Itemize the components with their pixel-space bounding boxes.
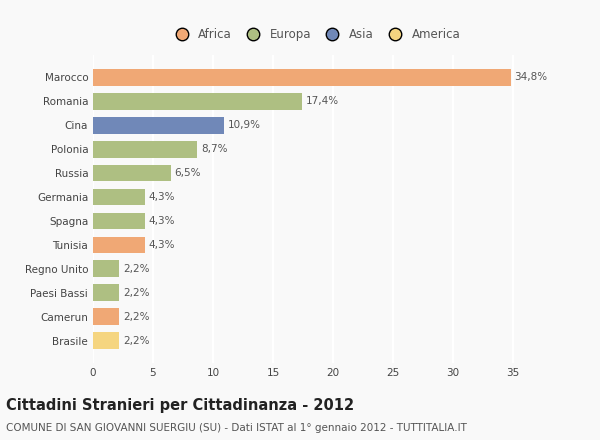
Text: 4,3%: 4,3% <box>148 216 175 226</box>
Bar <box>93 284 119 301</box>
Bar <box>93 69 511 86</box>
Bar <box>93 189 145 205</box>
Bar <box>93 93 302 110</box>
Text: 2,2%: 2,2% <box>123 264 149 274</box>
Text: 10,9%: 10,9% <box>227 120 260 130</box>
Bar <box>93 308 119 325</box>
Text: 4,3%: 4,3% <box>148 192 175 202</box>
Bar <box>93 332 119 349</box>
Text: 2,2%: 2,2% <box>123 336 149 346</box>
Bar <box>93 213 145 229</box>
Text: COMUNE DI SAN GIOVANNI SUERGIU (SU) - Dati ISTAT al 1° gennaio 2012 - TUTTITALIA: COMUNE DI SAN GIOVANNI SUERGIU (SU) - Da… <box>6 423 467 433</box>
Bar <box>93 237 145 253</box>
Text: 34,8%: 34,8% <box>514 72 547 82</box>
Text: 6,5%: 6,5% <box>175 168 201 178</box>
Bar <box>93 141 197 158</box>
Text: 8,7%: 8,7% <box>201 144 227 154</box>
Text: 2,2%: 2,2% <box>123 312 149 322</box>
Text: Cittadini Stranieri per Cittadinanza - 2012: Cittadini Stranieri per Cittadinanza - 2… <box>6 398 354 413</box>
Text: 4,3%: 4,3% <box>148 240 175 250</box>
Bar <box>93 260 119 277</box>
Text: 17,4%: 17,4% <box>305 96 338 106</box>
Bar <box>93 117 224 134</box>
Bar <box>93 165 171 181</box>
Text: 2,2%: 2,2% <box>123 288 149 298</box>
Legend: Africa, Europa, Asia, America: Africa, Europa, Asia, America <box>167 26 463 43</box>
